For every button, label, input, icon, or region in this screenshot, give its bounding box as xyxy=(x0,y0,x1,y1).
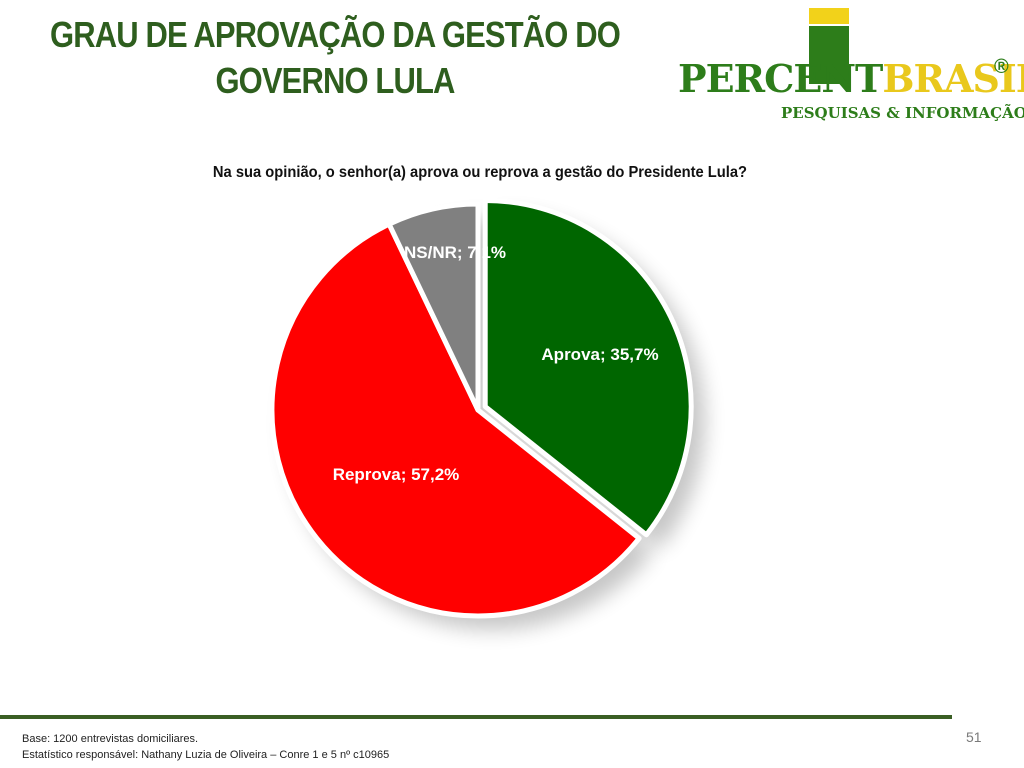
logo-green-bar xyxy=(809,26,849,84)
pie-slices xyxy=(269,198,694,619)
logo-word-percent: PERCENT xyxy=(678,56,883,101)
chart-title: Na sua opinião, o senhor(a) aprova ou re… xyxy=(212,164,748,181)
registered-mark-icon: ® xyxy=(994,56,1009,78)
footer-statistician: Estatístico responsável: Nathany Luzia d… xyxy=(22,749,390,761)
pie-label-ns-nr: NS/NR; 7,1% xyxy=(404,243,506,262)
logo-yellow-bar xyxy=(809,8,849,24)
page-title-line-1: GRAU DE APROVAÇÃO DA GESTÃO DO xyxy=(50,14,621,55)
pie-labels: Aprova; 35,7% Reprova; 57,2% NS/NR; 7,1% xyxy=(333,243,659,484)
pie-slice-aprova xyxy=(482,198,694,538)
page-title: GRAU DE APROVAÇÃO DA GESTÃO DO GOVERNO L… xyxy=(47,12,623,104)
footer-base: Base: 1200 entrevistas domiciliares. xyxy=(22,733,199,745)
percentbrasil-logo: PERCENTBRASIL ® PESQUISAS & INFORMAÇÃO xyxy=(676,4,1024,124)
logo-word-brasil: BRASIL xyxy=(882,56,1024,101)
pie-label-aprova: Aprova; 35,7% xyxy=(541,345,658,364)
logo-wordmark: PERCENTBRASIL xyxy=(678,56,1024,101)
footer-divider xyxy=(0,715,952,719)
pie-slice-ns-nr xyxy=(386,201,481,413)
pie-label-reprova: Reprova; 57,2% xyxy=(333,465,460,484)
footer-notes: Base: 1200 entrevistas domiciliares. Est… xyxy=(22,731,389,763)
pie-slice-reprova xyxy=(269,221,642,619)
logo-subtitle: PESQUISAS & INFORMAÇÃO xyxy=(781,104,1024,122)
page-number: 51 xyxy=(966,729,982,745)
page-title-line-2: GOVERNO LULA xyxy=(215,60,455,101)
